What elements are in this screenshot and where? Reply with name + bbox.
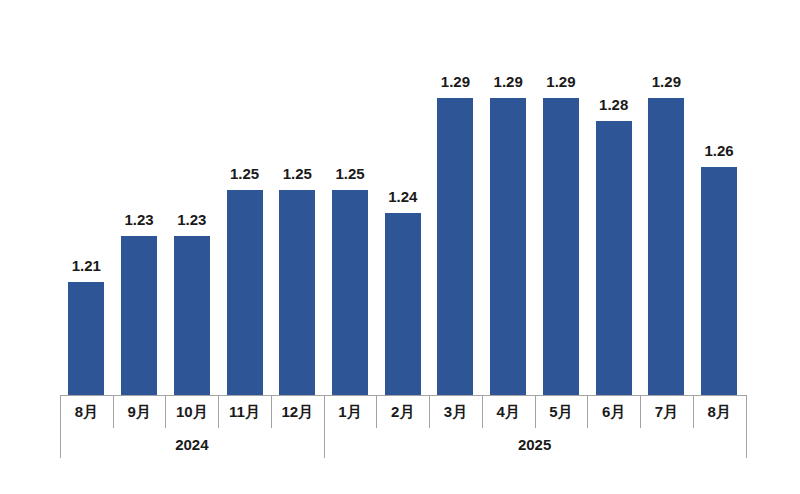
bar-value-label: 1.23 <box>111 210 167 230</box>
bar-value-label: 1.29 <box>638 72 694 92</box>
bar <box>332 190 368 395</box>
bar <box>227 190 263 395</box>
x-axis-month-tick <box>376 395 377 428</box>
bar <box>701 167 737 395</box>
bar <box>121 236 157 395</box>
bar <box>596 121 632 395</box>
x-axis-month-label: 11月 <box>218 402 271 422</box>
x-axis-month-tick <box>482 395 483 428</box>
bar <box>385 213 421 395</box>
x-axis-line <box>60 395 746 396</box>
x-axis-year-tick <box>746 395 747 458</box>
x-axis-month-tick <box>271 395 272 428</box>
bar <box>543 98 579 395</box>
x-axis-year-label: 2024 <box>60 435 324 455</box>
x-axis-month-tick <box>587 395 588 428</box>
x-axis-month-label: 2月 <box>376 402 429 422</box>
x-axis-month-label: 5月 <box>535 402 588 422</box>
x-axis-month-label: 4月 <box>482 402 535 422</box>
bar-value-label: 1.21 <box>58 256 114 276</box>
x-axis-month-tick <box>535 395 536 428</box>
bar <box>437 98 473 395</box>
bar-value-label: 1.25 <box>322 164 378 184</box>
bar-value-label: 1.28 <box>586 95 642 115</box>
bar-chart: 1.21 8月 1.23 9月 1.23 10月 1.25 11月 1.25 12月 1.25 1月 1… <box>0 0 800 494</box>
x-axis-month-tick <box>640 395 641 428</box>
x-axis-month-tick <box>113 395 114 428</box>
bar-value-label: 1.25 <box>217 164 273 184</box>
bar-value-label: 1.24 <box>375 187 431 207</box>
bar-value-label: 1.26 <box>691 141 747 161</box>
bar-value-label: 1.29 <box>480 72 536 92</box>
bar <box>174 236 210 395</box>
x-axis-month-label: 8月 <box>693 402 746 422</box>
x-axis-month-label: 7月 <box>640 402 693 422</box>
x-axis-month-tick <box>165 395 166 428</box>
bar-value-label: 1.29 <box>427 72 483 92</box>
x-axis-month-tick <box>693 395 694 428</box>
bar <box>648 98 684 395</box>
bar-value-label: 1.25 <box>269 164 325 184</box>
x-axis-month-tick <box>429 395 430 428</box>
x-axis-month-label: 9月 <box>113 402 166 422</box>
bar <box>490 98 526 395</box>
x-axis-month-label: 10月 <box>165 402 218 422</box>
x-axis-month-label: 12月 <box>271 402 324 422</box>
bar <box>279 190 315 395</box>
bar <box>68 282 104 395</box>
bar-value-label: 1.29 <box>533 72 589 92</box>
bar-value-label: 1.23 <box>164 210 220 230</box>
x-axis-month-label: 3月 <box>429 402 482 422</box>
x-axis-month-label: 8月 <box>60 402 113 422</box>
x-axis-month-tick <box>218 395 219 428</box>
x-axis-month-label: 6月 <box>587 402 640 422</box>
x-axis-month-label: 1月 <box>324 402 377 422</box>
x-axis-year-label: 2025 <box>324 435 746 455</box>
